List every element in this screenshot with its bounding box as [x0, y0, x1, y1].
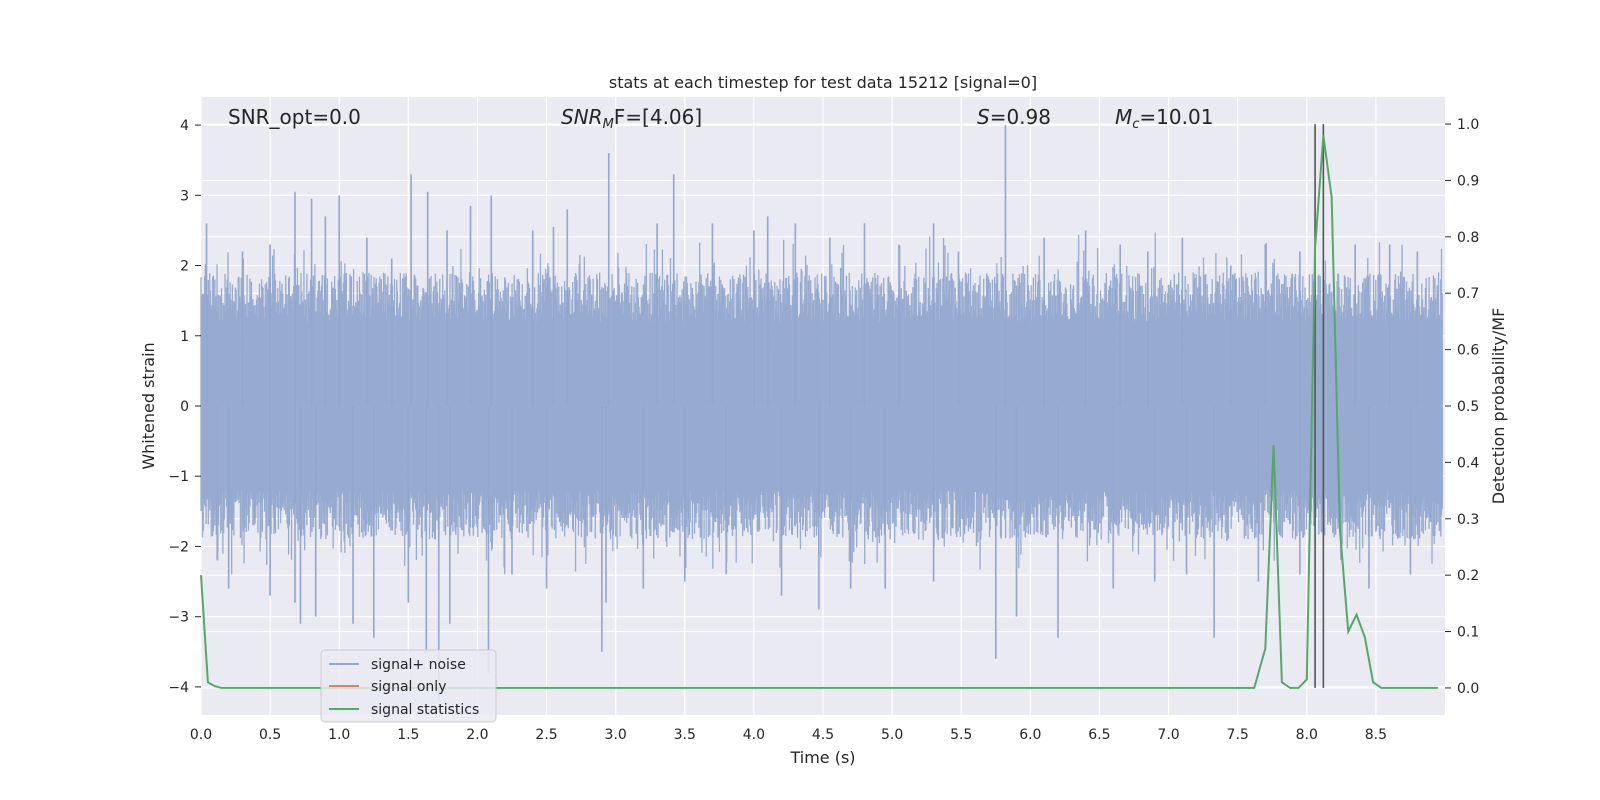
y2-tick-label-6: 0.4: [1457, 455, 1479, 471]
snr-opt-annotation: SNR_opt=0.0: [228, 105, 361, 129]
x-tick-label-17: 8.5: [1365, 727, 1387, 743]
x-tick-label-0: 0.0: [190, 727, 212, 743]
x-tick-label-5: 2.5: [535, 727, 557, 743]
x-tick-label-6: 3.0: [605, 727, 627, 743]
x-tick-label-3: 1.5: [397, 727, 419, 743]
x-tick-label-15: 7.5: [1227, 727, 1249, 743]
y2-tick-label-4: 0.6: [1457, 343, 1479, 359]
y2-tick-label-0: 1.0: [1457, 117, 1479, 133]
s-value: =0.98: [990, 105, 1051, 129]
snr-mf-value: F=[4.06]: [614, 105, 702, 129]
s-label: S: [977, 105, 990, 129]
y-tick-label-8: −4: [168, 680, 189, 696]
x-tick-label-10: 5.0: [881, 727, 903, 743]
s-annotation: S=0.98: [977, 105, 1051, 129]
y-tick-label-3: 1: [180, 329, 189, 345]
mc-label: M: [1115, 105, 1132, 129]
snr-mf-label: SNR: [561, 105, 603, 129]
y2-tick-label-5: 0.5: [1457, 399, 1479, 415]
y2-axis-title: Detection probability/MF: [1489, 308, 1508, 505]
x-tick-label-11: 5.5: [950, 727, 972, 743]
x-tick-label-14: 7.0: [1157, 727, 1179, 743]
strain-noise-band: [200, 232, 1443, 575]
strain-series: [200, 125, 1443, 701]
y-tick-label-1: 3: [180, 188, 189, 204]
y-tick-label-2: 2: [180, 259, 189, 275]
y-tick-label-5: −1: [168, 469, 189, 485]
x-axis-ticks: 0.0 0.5 1.0 1.5 2.0 2.5 3.0 3.5 4.0 4.5 5.0 5.5 6.0 6…: [190, 727, 1387, 743]
y-tick-label-7: −3: [168, 610, 189, 626]
x-tick-label-16: 8.0: [1296, 727, 1318, 743]
y2-tick-label-2: 0.8: [1457, 230, 1479, 246]
chart-title: stats at each timestep for test data 152…: [609, 73, 1037, 92]
y-axis-ticks: 4 3 2 1 0 −1 −2 −3 −4: [168, 118, 201, 696]
mc-annotation: Mc=10.01: [1115, 105, 1213, 132]
y-tick-label-0: 4: [180, 118, 189, 134]
x-tick-label-7: 3.5: [674, 727, 696, 743]
legend-label-signal-noise: signal+ noise: [371, 657, 466, 673]
y2-tick-label-7: 0.3: [1457, 512, 1479, 528]
x-tick-label-13: 6.5: [1088, 727, 1110, 743]
legend-box: [320, 649, 497, 723]
legend-label-signal-statistics: signal statistics: [371, 702, 479, 718]
y-axis-title: Whitened strain: [139, 342, 158, 469]
snr-mf-annotation: SNRMF=[4.06]: [561, 105, 702, 132]
x-axis-title: Time (s): [789, 748, 855, 767]
legend-label-signal-only: signal only: [371, 679, 446, 695]
y-tick-label-4: 0: [180, 399, 189, 415]
y2-tick-label-10: 0.0: [1457, 681, 1479, 697]
x-tick-label-8: 4.0: [743, 727, 765, 743]
vertical-markers: [1314, 124, 1325, 688]
x-tick-label-2: 1.0: [328, 727, 350, 743]
mc-value: =10.01: [1139, 105, 1213, 129]
y-tick-label-6: −2: [168, 539, 189, 555]
x-tick-label-9: 4.5: [812, 727, 834, 743]
snr-mf-subscript: M: [603, 117, 614, 132]
mc-subscript: c: [1132, 117, 1139, 132]
y2-tick-label-9: 0.1: [1457, 625, 1479, 641]
y2-tick-label-3: 0.7: [1457, 286, 1479, 302]
y2-tick-label-8: 0.2: [1457, 568, 1479, 584]
x-tick-label-1: 0.5: [259, 727, 281, 743]
y2-axis-ticks: 1.0 0.9 0.8 0.7 0.6 0.5 0.4 0.3 0.2 0.1 0.0: [1445, 117, 1479, 697]
legend: signal+ noise signal only signal statist…: [320, 649, 497, 723]
x-tick-label-12: 6.0: [1019, 727, 1041, 743]
x-tick-label-4: 2.0: [466, 727, 488, 743]
y2-tick-label-1: 0.9: [1457, 173, 1479, 189]
